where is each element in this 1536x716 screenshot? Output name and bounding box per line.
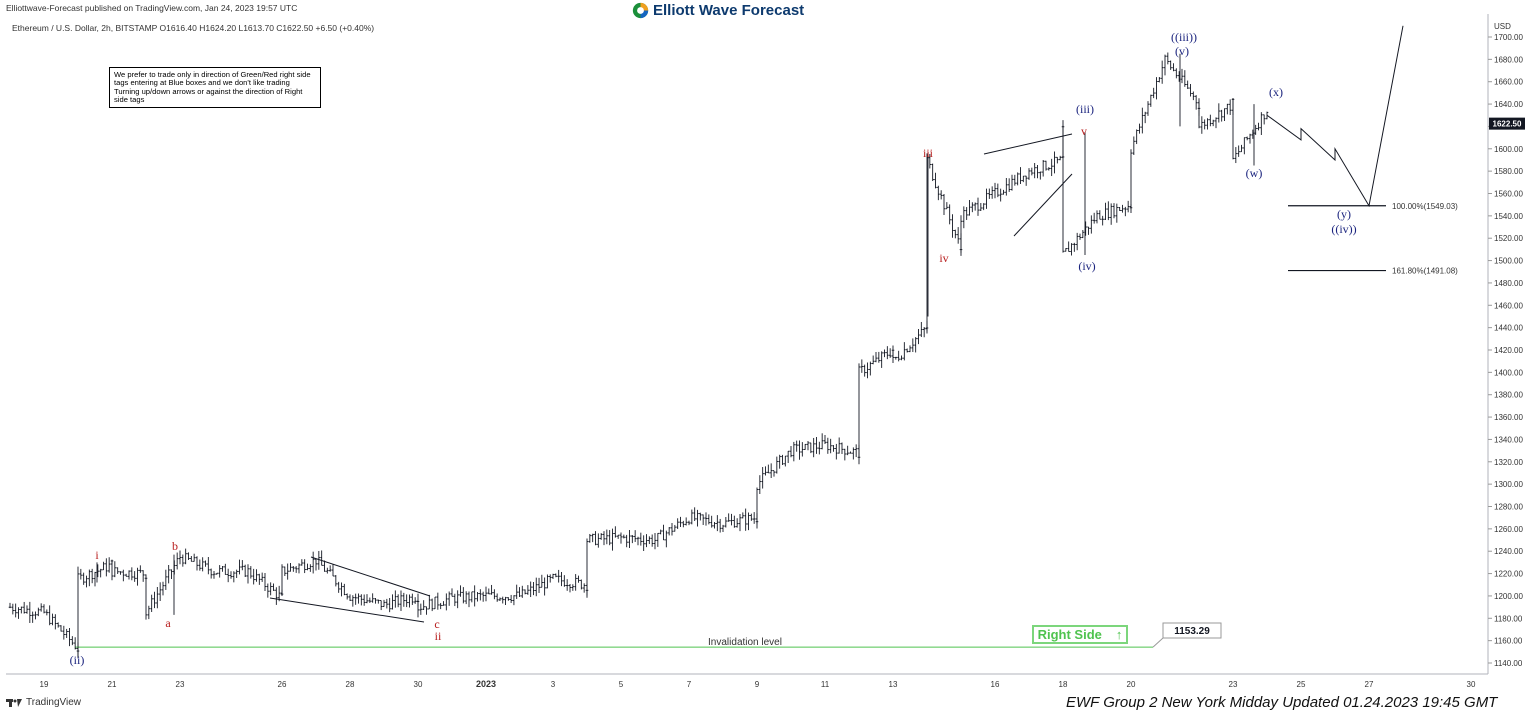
x-tick-label: 2023 <box>476 679 496 689</box>
wave-label: (w) <box>1246 166 1263 180</box>
current-price-marker <box>1489 117 1525 130</box>
wave-label: b <box>172 539 178 553</box>
currency-label: USD <box>1494 22 1511 31</box>
x-tick-label: 26 <box>278 680 287 689</box>
y-tick-label: 1200.00 <box>1494 592 1523 601</box>
y-tick-label: 1420.00 <box>1494 346 1523 355</box>
y-tick-label: 1560.00 <box>1494 190 1523 199</box>
invalidation-callout-line <box>1152 637 1164 648</box>
projection-path <box>1266 25 1404 208</box>
y-tick-label: 1660.00 <box>1494 78 1523 87</box>
invalidation-value: 1153.29 <box>1174 626 1210 637</box>
wave-label: v <box>1081 124 1087 138</box>
wave-label: (ii) <box>70 653 85 667</box>
y-tick-label: 1580.00 <box>1494 167 1523 176</box>
invalidation-value-box <box>1162 622 1222 639</box>
x-tick-label: 30 <box>1467 680 1476 689</box>
y-tick-label: 1380.00 <box>1494 391 1523 400</box>
y-tick-label: 1180.00 <box>1494 614 1523 623</box>
trading-note: We prefer to trade only in direction of … <box>109 67 321 108</box>
y-tick-label: 1300.00 <box>1494 480 1523 489</box>
y-tick-label: 1320.00 <box>1494 458 1523 467</box>
right-side-label: Right Side <box>1037 627 1102 642</box>
wave-label: c <box>434 617 439 631</box>
y-tick-label: 1340.00 <box>1494 435 1523 444</box>
y-tick-label: 1240.00 <box>1494 547 1523 556</box>
x-tick-label: 9 <box>755 680 760 689</box>
y-tick-label: 1440.00 <box>1494 324 1523 333</box>
fib-level-label: 161.80%(1491.08) <box>1392 267 1458 276</box>
wave-label: a <box>165 616 171 630</box>
wave-label: ((iii)) <box>1171 30 1197 44</box>
x-tick-label: 13 <box>889 680 898 689</box>
fib-level-label: 100.00%(1549.03) <box>1392 202 1458 211</box>
y-tick-label: 1500.00 <box>1494 257 1523 266</box>
y-tick-label: 1460.00 <box>1494 301 1523 310</box>
x-tick-label: 3 <box>551 680 556 689</box>
x-tick-label: 23 <box>176 680 185 689</box>
wave-label: (iii) <box>1076 102 1094 116</box>
invalidation-label: Invalidation level <box>708 637 782 648</box>
trendline <box>983 133 1073 155</box>
published-caption: Elliottwave-Forecast published on Tradin… <box>6 3 298 13</box>
tradingview-brand: TradingView <box>6 697 81 708</box>
y-tick-label: 1540.00 <box>1494 212 1523 221</box>
wave-label: ((iv)) <box>1331 222 1356 236</box>
y-tick-label: 1400.00 <box>1494 368 1523 377</box>
y-tick-label: 1700.00 <box>1494 33 1523 42</box>
y-tick-label: 1160.00 <box>1494 637 1523 646</box>
symbol-ohlc-line: Ethereum / U.S. Dollar, 2h, BITSTAMP O16… <box>12 23 375 33</box>
trendline <box>269 597 425 623</box>
brand-logo: Elliott Wave Forecast <box>632 0 804 20</box>
x-tick-label: 18 <box>1059 680 1068 689</box>
trendline <box>1013 173 1073 237</box>
x-tick-label: 21 <box>108 680 117 689</box>
tradingview-label: TradingView <box>26 697 82 708</box>
x-tick-label: 28 <box>346 680 355 689</box>
x-tick-label: 5 <box>619 680 624 689</box>
up-arrow-icon: ↑ <box>1115 627 1123 642</box>
y-tick-label: 1600.00 <box>1494 145 1523 154</box>
wave-label: ii <box>435 629 442 643</box>
right-side-tag: Right Side ↑ <box>1032 625 1128 644</box>
x-tick-label: 27 <box>1365 680 1374 689</box>
y-tick-label: 1140.00 <box>1494 659 1523 668</box>
current-price-label: 1622.50 <box>1493 120 1522 129</box>
x-tick-label: 23 <box>1229 680 1238 689</box>
y-tick-label: 1280.00 <box>1494 503 1523 512</box>
x-tick-label: 11 <box>821 680 830 689</box>
y-tick-label: 1680.00 <box>1494 55 1523 64</box>
x-tick-label: 16 <box>991 680 1000 689</box>
x-tick-label: 20 <box>1127 680 1136 689</box>
x-tick-label: 7 <box>687 680 692 689</box>
y-tick-label: 1220.00 <box>1494 570 1523 579</box>
wave-label: iii <box>923 146 934 160</box>
ewf-globe-icon <box>632 2 649 18</box>
wave-label: (iv) <box>1078 259 1095 273</box>
y-tick-label: 1520.00 <box>1494 234 1523 243</box>
brand-name: Elliott Wave Forecast <box>653 1 805 19</box>
wave-label: (x) <box>1269 85 1283 99</box>
y-tick-label: 1480.00 <box>1494 279 1523 288</box>
x-tick-label: 19 <box>40 680 49 689</box>
wave-label: i <box>95 548 99 562</box>
y-tick-label: 1260.00 <box>1494 525 1523 534</box>
wave-label: (y) <box>1337 207 1351 221</box>
x-tick-label: 25 <box>1297 680 1306 689</box>
trendline <box>310 556 431 597</box>
x-tick-label: 30 <box>414 680 423 689</box>
wave-label: (v) <box>1175 44 1189 58</box>
update-caption: EWF Group 2 New York Midday Updated 01.2… <box>1066 694 1498 711</box>
y-tick-label: 1640.00 <box>1494 100 1523 109</box>
y-tick-label: 1360.00 <box>1494 413 1523 422</box>
tradingview-icon <box>6 698 22 707</box>
wave-label: iv <box>939 251 948 265</box>
